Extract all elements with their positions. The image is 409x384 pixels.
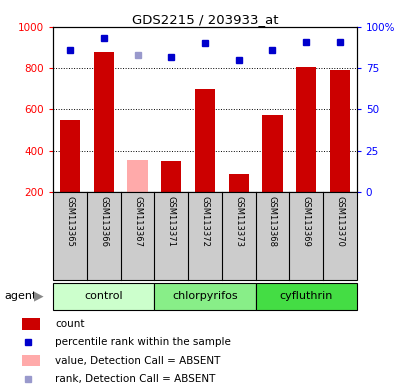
Text: GSM113373: GSM113373 [234, 197, 243, 247]
Title: GDS2215 / 203933_at: GDS2215 / 203933_at [131, 13, 278, 26]
Bar [228, 174, 248, 192]
Text: GSM113369: GSM113369 [301, 197, 310, 247]
Bar [262, 114, 282, 192]
Bar [161, 161, 181, 192]
Text: rank, Detection Call = ABSENT: rank, Detection Call = ABSENT [55, 374, 215, 384]
Text: GSM113366: GSM113366 [99, 197, 108, 247]
Bar [194, 89, 215, 192]
Bar [127, 160, 147, 192]
Text: GSM113365: GSM113365 [65, 197, 74, 247]
Bar [22, 318, 39, 330]
Text: GSM113371: GSM113371 [166, 197, 175, 247]
Text: count: count [55, 319, 84, 329]
FancyBboxPatch shape [53, 283, 154, 310]
Text: value, Detection Call = ABSENT: value, Detection Call = ABSENT [55, 356, 220, 366]
Text: GSM113367: GSM113367 [133, 197, 142, 247]
Bar [295, 67, 315, 192]
Bar [329, 70, 349, 192]
FancyBboxPatch shape [255, 283, 356, 310]
Text: GSM113370: GSM113370 [335, 197, 344, 247]
Bar [60, 120, 80, 192]
Bar [94, 52, 114, 192]
Text: cyfluthrin: cyfluthrin [279, 291, 332, 301]
Bar [22, 355, 39, 366]
Text: ▶: ▶ [34, 289, 43, 302]
Text: GSM113368: GSM113368 [267, 197, 276, 247]
Text: chlorpyrifos: chlorpyrifos [172, 291, 237, 301]
Text: agent: agent [4, 291, 36, 301]
Text: control: control [84, 291, 123, 301]
Text: GSM113372: GSM113372 [200, 197, 209, 247]
Text: percentile rank within the sample: percentile rank within the sample [55, 338, 230, 348]
FancyBboxPatch shape [154, 283, 255, 310]
